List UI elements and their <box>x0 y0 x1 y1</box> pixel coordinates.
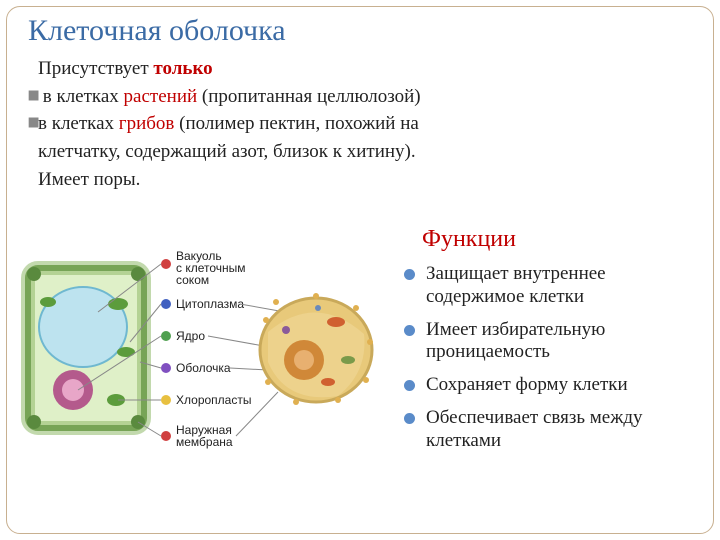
plants-prefix: в клетках <box>38 86 124 107</box>
plants-word: растений <box>124 86 198 107</box>
body-text: Присутствует только ⯀ в клетках растений… <box>28 56 692 194</box>
functions-title: Функции <box>422 226 696 253</box>
function-item: Обеспечивает связь между клетками <box>400 407 696 453</box>
label-membrane: Оболочка <box>176 361 231 375</box>
bullet-plants: ⯀ в клетках растений (пропитанная целлюл… <box>28 84 692 110</box>
cell-diagram: Вакуоль с клеточным соком Цитоплазма Ядр… <box>18 242 378 462</box>
bullet-fungi-cont: клетчатку, содержащий азот, близок к хит… <box>28 139 692 165</box>
bullet-marker-icon: ⯀ <box>28 116 38 135</box>
fungi-word: грибов <box>119 113 175 134</box>
has-pores: Имеет поры. <box>28 167 692 193</box>
label-vacuole-3: соком <box>176 273 209 287</box>
presence-line: Присутствует только <box>28 56 692 82</box>
plants-suffix: (пропитанная целлюлозой) <box>197 86 420 107</box>
present-prefix: Присутствует <box>38 58 153 79</box>
label-chloroplasts: Хлоропласты <box>176 393 251 407</box>
slide-title: Клеточная оболочка <box>28 14 286 48</box>
bullet-fungi: ⯀в клетках грибов (полимер пектин, похож… <box>28 111 692 137</box>
function-item: Имеет избирательную проницаемость <box>400 319 696 365</box>
bullet-marker-icon: ⯀ <box>28 89 38 108</box>
plant-cell <box>27 267 145 429</box>
function-item: Защищает внутреннее содержимое клетки <box>400 263 696 309</box>
animal-cell <box>260 293 373 405</box>
label-cytoplasm: Цитоплазма <box>176 297 244 311</box>
only-word: только <box>153 58 212 79</box>
label-nucleus: Ядро <box>176 329 205 343</box>
fungi-prefix: в клетках <box>38 113 119 134</box>
fungi-suffix: (полимер пектин, похожий на <box>174 113 418 134</box>
label-outer-2: мембрана <box>176 435 233 449</box>
functions-list: Защищает внутреннее содержимое клетки Им… <box>400 263 696 453</box>
function-item: Сохраняет форму клетки <box>400 374 696 397</box>
functions-block: Функции Защищает внутреннее содержимое к… <box>400 226 696 463</box>
